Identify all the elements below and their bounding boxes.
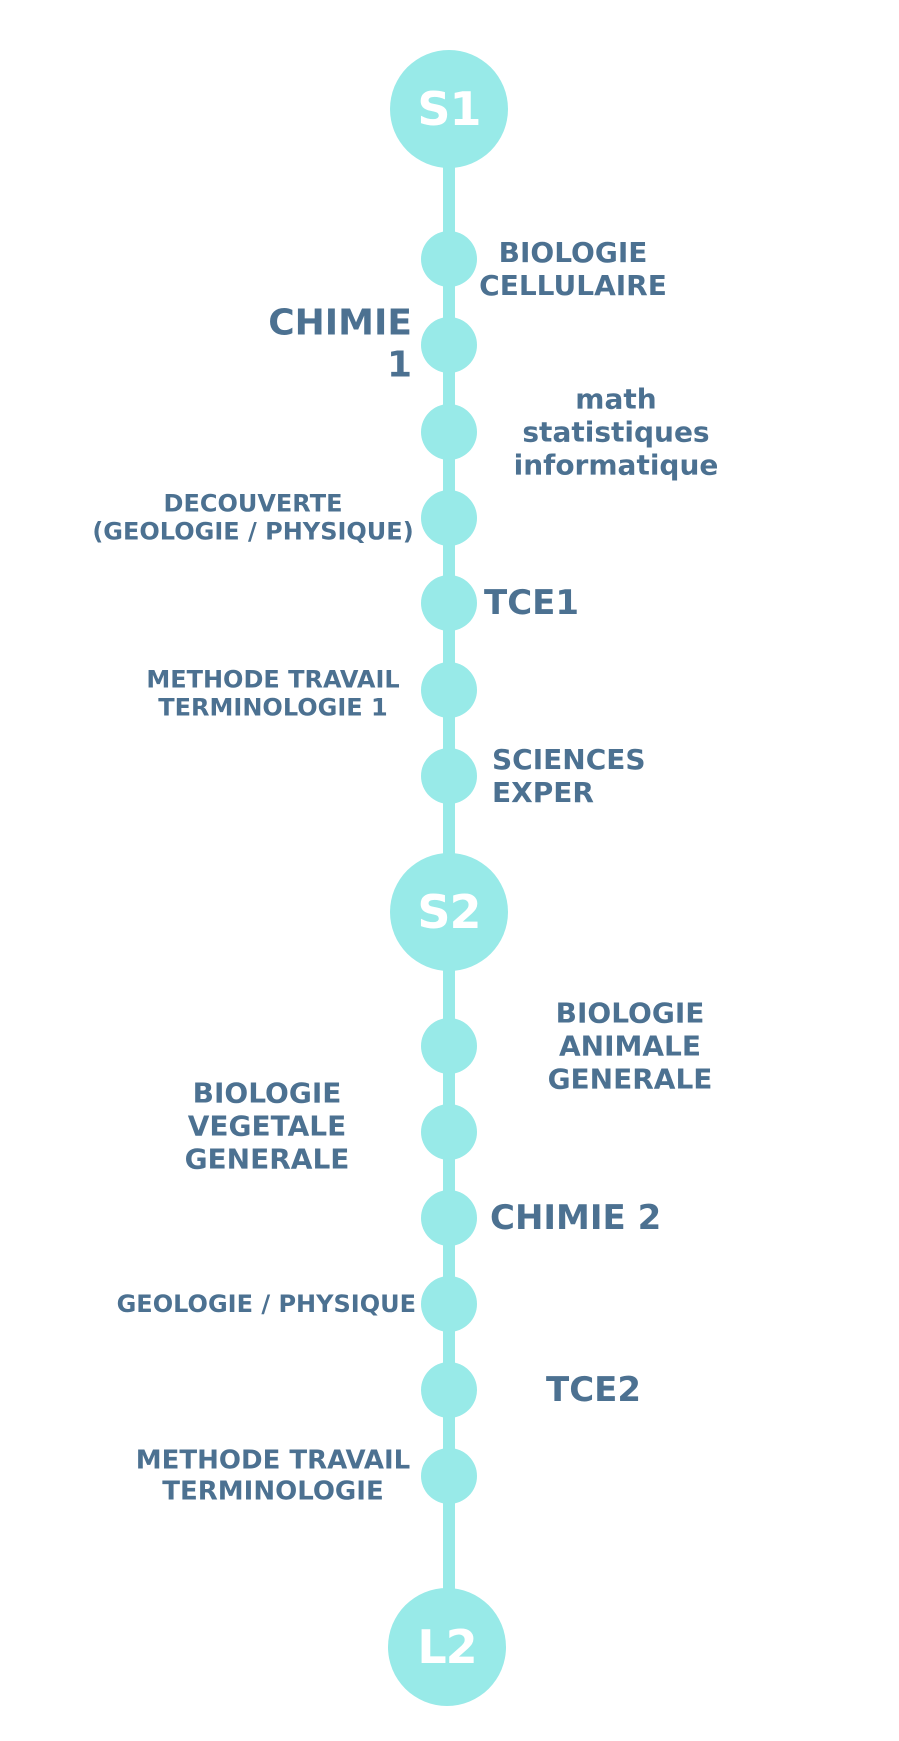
- label-biologie-cellulaire: BIOLOGIE CELLULAIRE: [479, 235, 667, 302]
- dot-methode-travail: [421, 1448, 477, 1504]
- label-decouverte: DECOUVERTE (GEOLOGIE / PHYSIQUE): [92, 489, 414, 546]
- dot-chimie-1: [421, 317, 477, 373]
- label-tce1: TCE1: [484, 582, 580, 623]
- node-s1: S1: [390, 50, 508, 168]
- label-math-stat-info: math statistiques informatique: [513, 382, 719, 482]
- label-chimie-2: CHIMIE 2: [490, 1197, 662, 1238]
- label-sciences-exper: SCIENCES EXPER: [492, 742, 646, 809]
- node-l2: L2: [388, 1588, 506, 1706]
- dot-biologie-cellulaire: [421, 231, 477, 287]
- dot-biologie-vegetale: [421, 1104, 477, 1160]
- label-geologie-physique: GEOLOGIE / PHYSIQUE: [116, 1289, 416, 1318]
- dot-sciences-exper: [421, 748, 477, 804]
- label-methode-travail-1: METHODE TRAVAIL TERMINOLOGIE 1: [146, 665, 400, 722]
- dot-tce2: [421, 1362, 477, 1418]
- label-biologie-animale: BIOLOGIE ANIMALE GENERALE: [547, 996, 713, 1096]
- dot-decouverte: [421, 490, 477, 546]
- node-l2-label: L2: [417, 1620, 477, 1674]
- dot-chimie-2: [421, 1190, 477, 1246]
- dot-tce1: [421, 575, 477, 631]
- dot-math-stat-info: [421, 404, 477, 460]
- label-tce2: TCE2: [546, 1369, 642, 1410]
- label-methode-travail: METHODE TRAVAIL TERMINOLOGIE: [135, 1445, 411, 1506]
- dot-biologie-animale: [421, 1018, 477, 1074]
- node-s2: S2: [390, 853, 508, 971]
- node-s1-label: S1: [417, 82, 481, 136]
- node-s2-label: S2: [417, 885, 481, 939]
- label-biologie-vegetale: BIOLOGIE VEGETALE GENERALE: [184, 1076, 350, 1176]
- label-chimie-1: CHIMIE 1: [268, 302, 412, 386]
- dot-methode-travail-1: [421, 662, 477, 718]
- dot-geologie-physique: [421, 1276, 477, 1332]
